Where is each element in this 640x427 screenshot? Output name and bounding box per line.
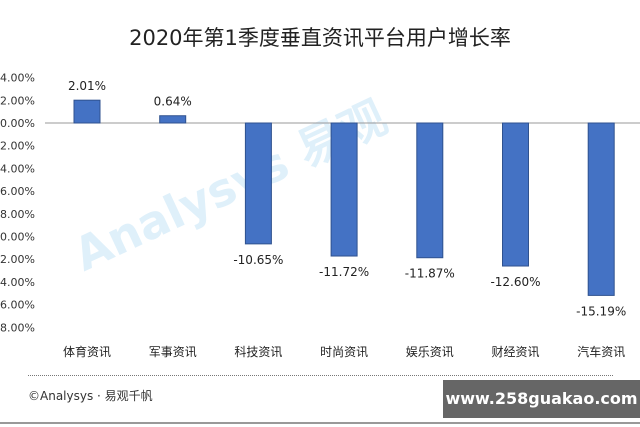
- data-label: -12.60%: [490, 275, 540, 289]
- y-tick-label: -12.00%: [0, 253, 35, 266]
- y-tick-label: -2.00%: [0, 140, 35, 153]
- chart-title: 2020年第1季度垂直资讯平台用户增长率: [129, 26, 511, 50]
- bar: [330, 122, 358, 257]
- data-label: 2.01%: [68, 79, 106, 93]
- data-label: -15.19%: [576, 304, 626, 318]
- data-label: -10.65%: [233, 253, 283, 267]
- bar: [502, 122, 529, 267]
- y-tick-label: 0.00%: [0, 117, 35, 130]
- bar: [73, 99, 101, 124]
- category-label: 科技资讯: [234, 345, 282, 359]
- bottom-border: [0, 422, 640, 424]
- y-tick-label: -8.00%: [0, 208, 35, 221]
- bar: [587, 122, 615, 296]
- category-label: 汽车资讯: [577, 344, 625, 359]
- y-tick-label: -16.00%: [0, 299, 35, 312]
- bar: [159, 115, 187, 124]
- divider: [28, 375, 613, 376]
- data-label: -11.72%: [319, 265, 369, 279]
- category-label: 军事资讯: [149, 345, 197, 359]
- category-label: 体育资讯: [63, 344, 111, 359]
- bar: [416, 122, 444, 259]
- bar-chart: 4.00% 2.00% 0.00% -2.00% -4.00% -6.00% -8.00% -…: [0, 72, 640, 359]
- y-tick-label: -14.00%: [0, 276, 35, 289]
- y-tick-label: -18.00%: [0, 321, 35, 334]
- bar: [244, 122, 272, 245]
- y-tick-label: 2.00%: [0, 94, 35, 107]
- y-tick-label: -6.00%: [0, 185, 35, 198]
- category-label: 财经资讯: [491, 345, 539, 359]
- y-tick-label: 4.00%: [0, 72, 35, 85]
- y-tick-label: -10.00%: [0, 231, 35, 244]
- category-label: 时尚资讯: [320, 345, 368, 359]
- watermark-box: www.258guakao.com: [443, 380, 640, 418]
- copyright: ©Analysys · 易观千帆: [28, 389, 153, 403]
- category-label: 娱乐资讯: [406, 345, 454, 359]
- data-label: 0.64%: [154, 95, 192, 109]
- data-label: -11.87%: [405, 267, 455, 281]
- y-tick-label: -4.00%: [0, 162, 35, 175]
